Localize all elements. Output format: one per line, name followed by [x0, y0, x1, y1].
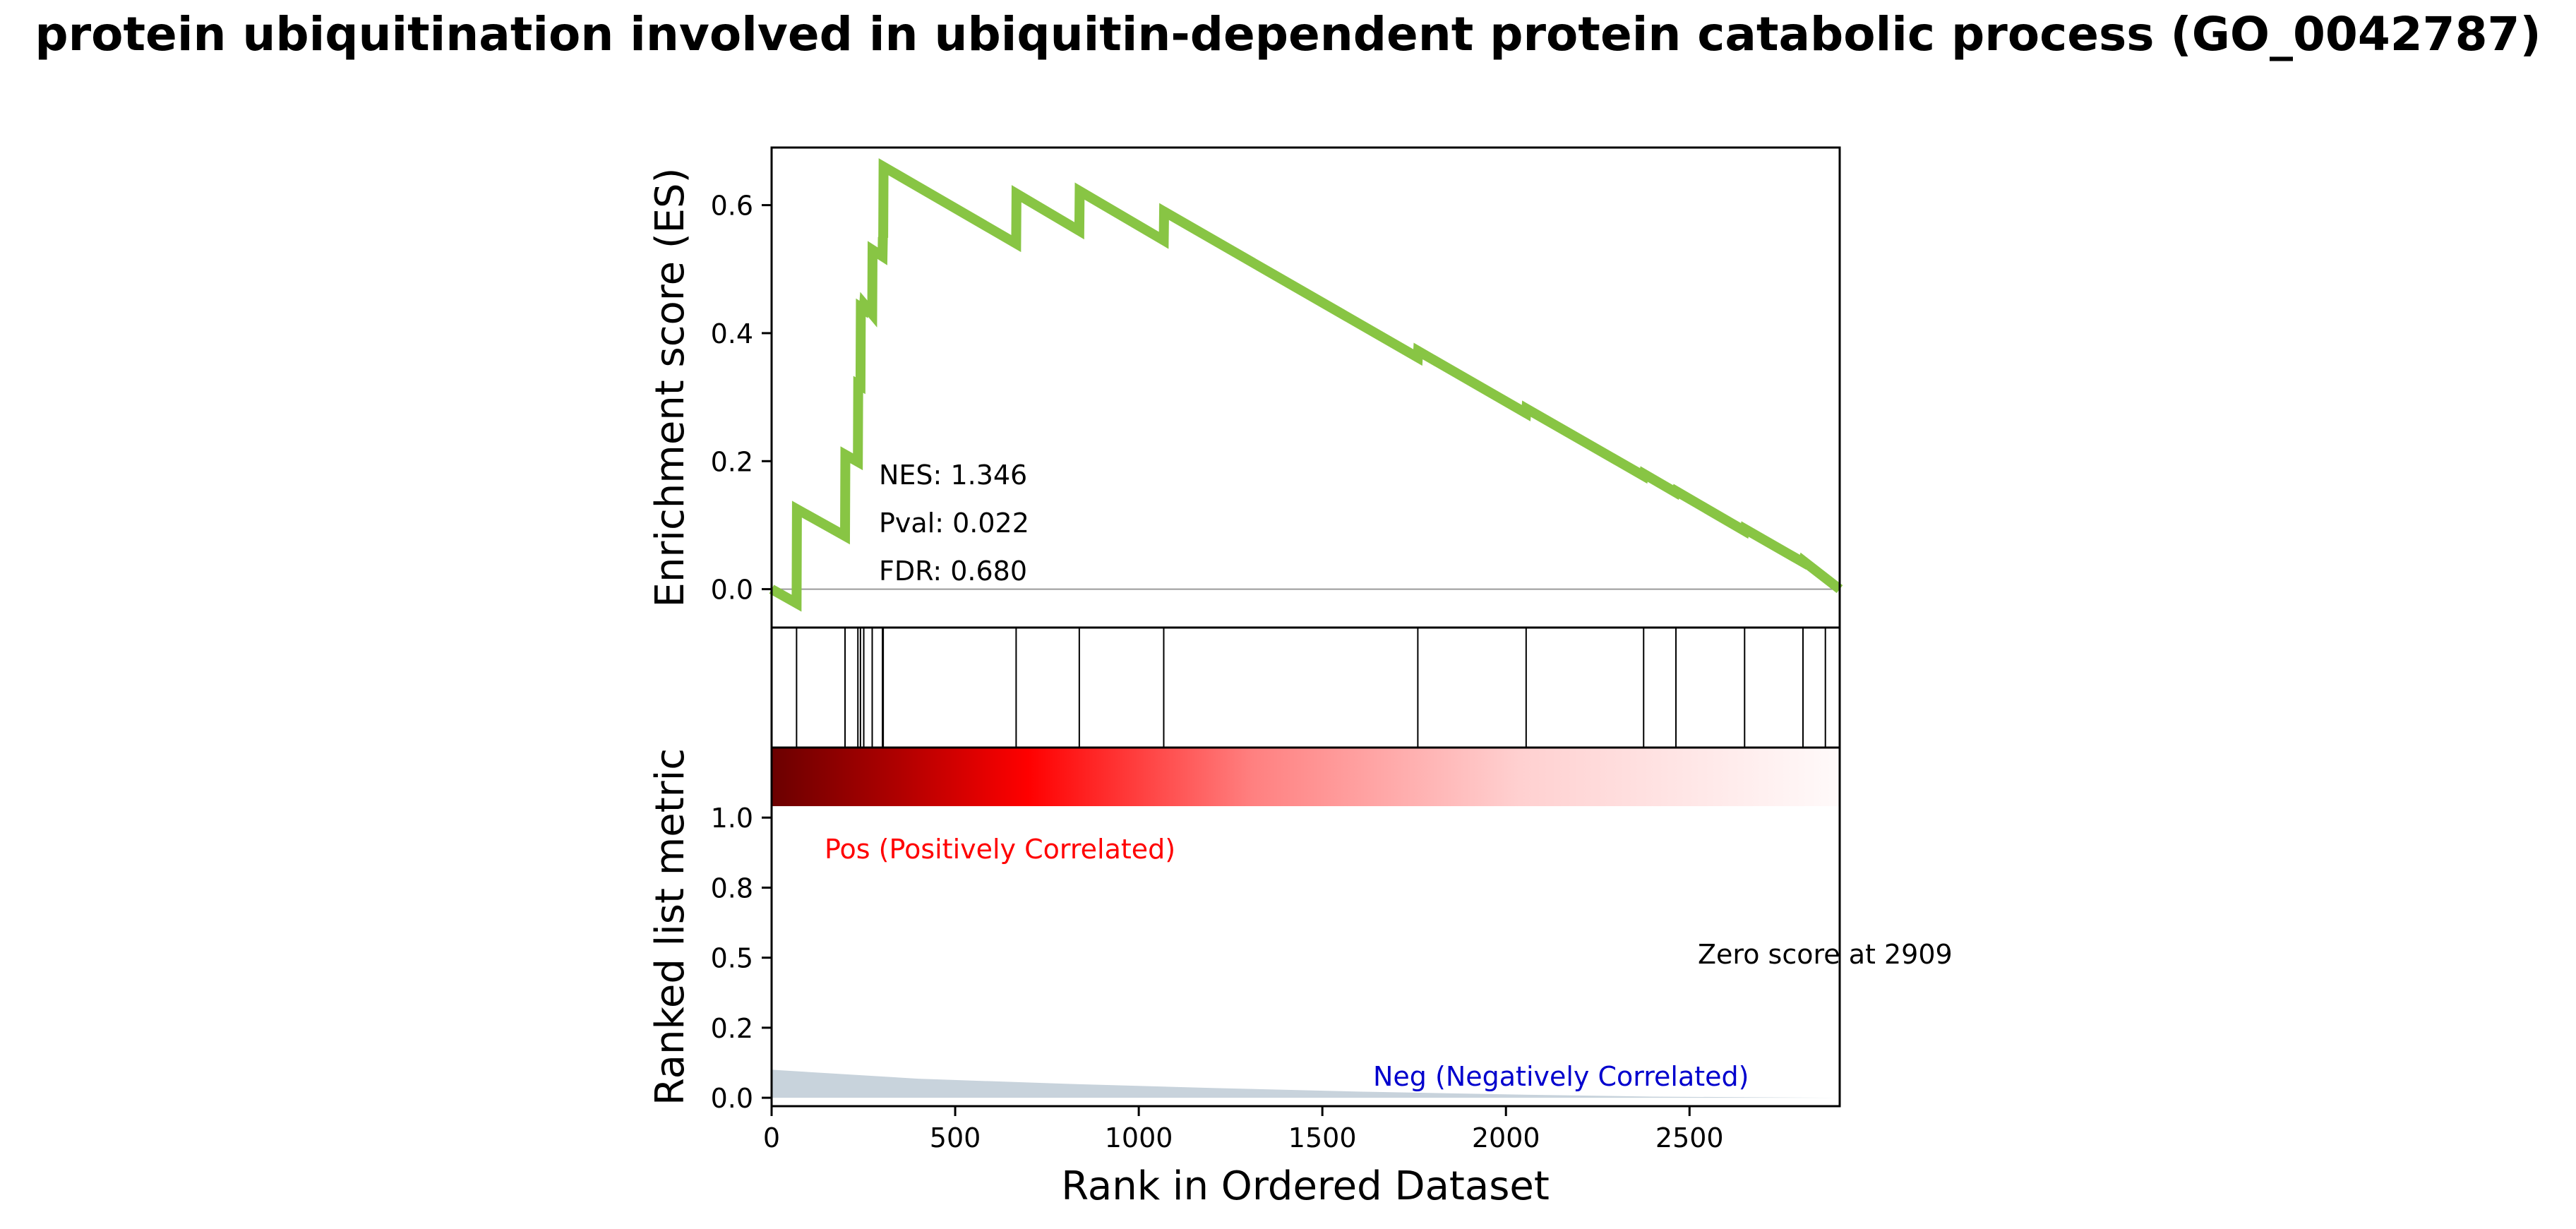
nes-annotation: NES: 1.346: [879, 460, 1027, 491]
es-y-axis-label: Enrichment score (ES): [647, 168, 693, 608]
rank-y-tick-label: 0.2: [711, 1013, 753, 1044]
es-y-tick-label: 0.0: [711, 575, 753, 606]
x-tick-label: 500: [930, 1122, 981, 1153]
rank-x-ticks: 0 500 1000 1500 2000 2500: [763, 1106, 1724, 1153]
rank-metric-area-0: [772, 1069, 1840, 1098]
hits-frame: [770, 626, 1841, 749]
ranked-list-frame: [770, 746, 1841, 1108]
x-tick-label: 2500: [1655, 1122, 1724, 1153]
hits-panel: [770, 626, 1841, 749]
es-line-group: [769, 158, 1843, 612]
rank-y-tick-label: 0.5: [711, 943, 753, 974]
x-tick-label: 0: [763, 1122, 780, 1153]
es-y-ticks: 0.0 0.2 0.4 0.6: [711, 191, 772, 606]
hits-group: [796, 628, 1826, 748]
fdr-annotation: FDR: 0.680: [879, 556, 1027, 587]
es-series-line-0: [769, 158, 1843, 612]
es-y-tick-label: 0.6: [711, 191, 753, 222]
rank-y-tick-label: 0.8: [711, 873, 753, 904]
x-tick-label: 1500: [1288, 1122, 1357, 1153]
rank-y-axis-label: Ranked list metric: [647, 748, 693, 1105]
pval-annotation: Pval: 0.022: [879, 508, 1029, 539]
enrichment-panel: 0.0 0.2 0.4 0.6 Enrichment score (ES) NES: …: [647, 146, 1843, 629]
ranked-list-panel: 0.0 0.2 0.5 0.8 1.0 0 500 1000 1500 2000 2500 Ran…: [647, 746, 1953, 1209]
rank-gradient-bar: [772, 748, 1840, 806]
rank-area-group: [772, 1069, 1840, 1098]
rank-y-tick-label: 0.0: [711, 1083, 753, 1114]
rank-y-tick-label: 1.0: [711, 803, 753, 834]
x-axis-label: Rank in Ordered Dataset: [1061, 1163, 1550, 1209]
es-y-tick-label: 0.2: [711, 446, 753, 477]
x-tick-label: 1000: [1105, 1122, 1173, 1153]
rank-y-ticks: 0.0 0.2 0.5 0.8 1.0: [711, 803, 772, 1114]
zero-score-label: Zero score at 2909: [1698, 939, 1953, 970]
chart-title: protein ubiquitination involved in ubiqu…: [35, 7, 2541, 61]
x-tick-label: 2000: [1472, 1122, 1540, 1153]
es-y-tick-label: 0.4: [711, 318, 753, 349]
pos-correlated-label: Pos (Positively Correlated): [825, 834, 1175, 865]
neg-correlated-label: Neg (Negatively Correlated): [1373, 1061, 1749, 1092]
